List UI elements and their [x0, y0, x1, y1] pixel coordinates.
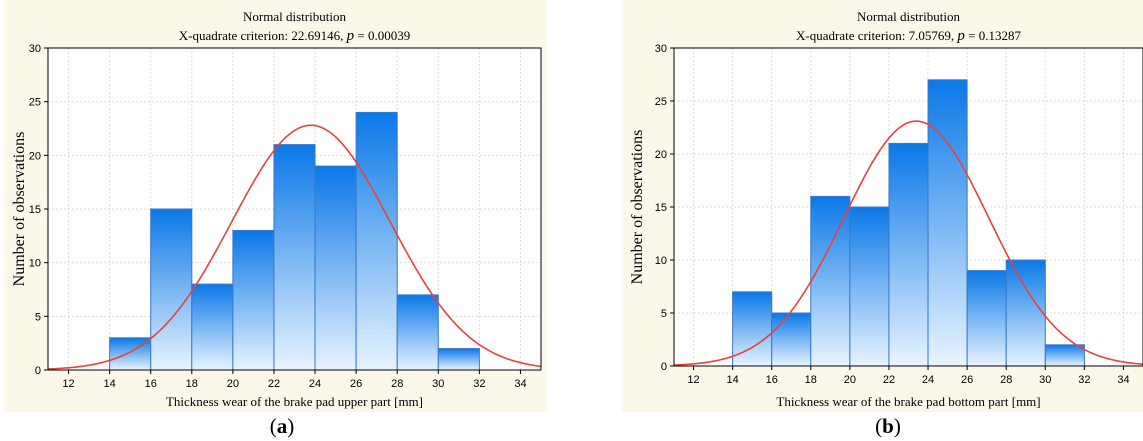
x-tick-label: 14 [104, 378, 116, 390]
caption-a: (a) [269, 414, 295, 438]
y-axis-label: Number of observations [629, 130, 646, 285]
histogram-bar [232, 229, 275, 371]
x-tick-label: 18 [805, 374, 817, 386]
histogram-upper-part: 0 5 10 15 20 25 30 12 14 16 18 20 22 24 26 28 30 32 34 Norm… [4, 0, 547, 412]
histogram-bar [437, 348, 480, 371]
x-tick-label: 18 [186, 378, 198, 390]
x-axis-label: Thickness wear of the brake pad upper pa… [166, 394, 423, 409]
x-tick-label: 28 [391, 378, 403, 390]
histogram-bar [1044, 344, 1085, 367]
x-tick-label: 20 [844, 374, 856, 386]
chart-title: Normal distribution [243, 9, 346, 24]
caption-letter: a [276, 414, 288, 438]
chart-subtitle: X-quadrate criterion: 22.69146, p = 0.00… [179, 28, 410, 44]
subtitle-p-symbol: p [346, 28, 355, 44]
chart-subtitle: X-quadrate criterion: 7.05769, p = 0.132… [796, 28, 1021, 44]
subtitle-p-value: = 0.00039 [354, 28, 410, 43]
y-tick-label: 10 [655, 255, 667, 267]
y-tick-label: 5 [35, 311, 41, 323]
x-tick-label: 24 [922, 374, 934, 386]
x-tick-label: 26 [961, 374, 973, 386]
x-tick-label: 14 [727, 374, 739, 386]
x-tick-label: 32 [473, 378, 485, 390]
x-axis-label: Thickness wear of the brake pad bottom p… [776, 394, 1040, 409]
histogram-bar [396, 294, 439, 371]
histogram-bar [191, 283, 234, 371]
y-tick-label: 0 [661, 361, 667, 373]
y-tick-label: 25 [29, 97, 41, 109]
x-tick-label: 22 [268, 378, 280, 390]
x-tick-label: 20 [227, 378, 239, 390]
x-tick-label: 34 [514, 378, 526, 390]
x-tick-label: 28 [1000, 374, 1012, 386]
x-tick-label: 22 [883, 374, 895, 386]
histogram-bar [966, 270, 1007, 367]
histogram-bar [849, 206, 890, 367]
caption-b: (b) [875, 414, 901, 438]
chart-panel-b: 0 5 10 15 20 25 30 12 14 16 18 20 22 24 26 28 30 32 34 Norm… [622, 0, 1143, 412]
histogram-bar [810, 195, 851, 367]
y-tick-label: 5 [661, 308, 667, 320]
x-tick-label: 32 [1078, 374, 1090, 386]
x-tick-label: 16 [766, 374, 778, 386]
x-tick-label: 26 [350, 378, 362, 390]
y-tick-label: 30 [29, 43, 41, 55]
x-tick-label: 12 [62, 378, 74, 390]
histogram-bar [314, 165, 357, 371]
subtitle-criterion: X-quadrate criterion: 22.69146, [179, 28, 347, 43]
caption-letter: b [882, 414, 894, 438]
histogram-bar [888, 142, 929, 367]
y-tick-label: 20 [29, 150, 41, 162]
x-tick-label: 12 [687, 374, 699, 386]
y-tick-label: 0 [35, 365, 41, 377]
y-tick-label: 25 [655, 96, 667, 108]
histogram-bar [927, 79, 968, 367]
histogram-bar [771, 312, 812, 367]
x-tick-label: 24 [309, 378, 321, 390]
histogram-bar [273, 144, 316, 371]
y-tick-label: 15 [655, 202, 667, 214]
x-tick-label: 16 [145, 378, 157, 390]
histogram-bar [355, 111, 398, 371]
normal-fit-curve [673, 120, 1143, 366]
subtitle-p-symbol: p [956, 28, 965, 44]
y-tick-label: 20 [655, 149, 667, 161]
histogram-bottom-part: 0 5 10 15 20 25 30 12 14 16 18 20 22 24 26 28 30 32 34 Norm… [622, 0, 1143, 412]
histogram-bar [150, 208, 193, 371]
x-tick-label: 30 [1039, 374, 1051, 386]
subtitle-p-value: = 0.13287 [965, 28, 1022, 43]
y-axis-label: Number of observations [11, 132, 28, 287]
chart-title: Normal distribution [857, 9, 960, 24]
y-tick-label: 30 [655, 43, 667, 55]
x-tick-label: 34 [1117, 374, 1129, 386]
x-tick-label: 30 [432, 378, 444, 390]
y-tick-label: 15 [29, 204, 41, 216]
y-tick-label: 10 [29, 258, 41, 270]
normal-fit-curve [47, 124, 542, 370]
histogram-bar [1005, 259, 1046, 367]
chart-panel-a: 0 5 10 15 20 25 30 12 14 16 18 20 22 24 26 28 30 32 34 Norm… [4, 0, 547, 412]
subtitle-criterion: X-quadrate criterion: 7.05769, [796, 28, 957, 43]
